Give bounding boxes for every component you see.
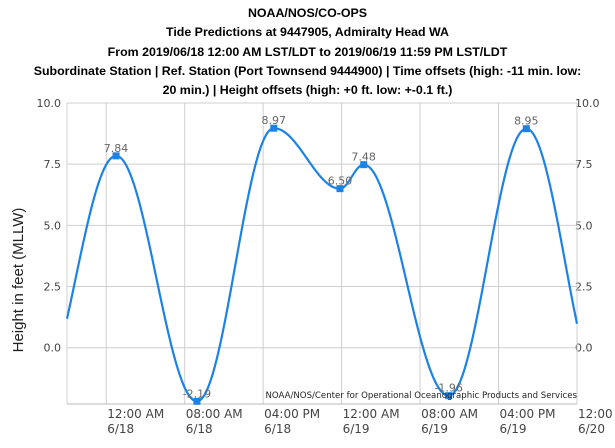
x-tick-label: 04:00 PM xyxy=(500,407,556,421)
y-tick-label-right: 5.0 xyxy=(575,219,593,232)
x-tick-label: 12:00 xyxy=(578,407,613,421)
x-tick-date: 6/19 xyxy=(500,422,527,436)
extreme-value-label: 7.84 xyxy=(104,142,129,155)
extreme-marker xyxy=(445,392,453,400)
x-tick-date: 6/18 xyxy=(264,422,291,436)
extreme-value-label: 6.50 xyxy=(328,175,353,188)
extreme-value-label: -2.19 xyxy=(183,387,211,400)
title-line-1: NOAA/NOS/CO-OPS xyxy=(247,6,368,20)
extreme-value-label: 7.48 xyxy=(351,151,376,164)
axes: 10.0 10.0 7.5 7.5 5.0 5.0 2.5 2.5 0.0 0.0 12:00 AM… xyxy=(37,97,613,436)
grid xyxy=(67,102,577,404)
y-tick-label-right: 0.0 xyxy=(575,342,593,355)
x-tick-label: 08:00 AM xyxy=(186,407,243,421)
x-tick-date: 6/19 xyxy=(343,422,370,436)
y-tick-label-left: 0.0 xyxy=(44,342,62,355)
extreme-marker xyxy=(193,397,201,405)
title-line-4: Subordinate Station | Ref. Station (Port… xyxy=(33,63,582,78)
x-tick-date: 6/20 xyxy=(578,422,605,436)
x-tick-label: 12:00 AM xyxy=(107,407,164,421)
extreme-value-label: -1.96 xyxy=(434,382,462,395)
x-tick-label: 08:00 AM xyxy=(421,407,478,421)
series-area xyxy=(65,124,579,405)
y-axis-label: Height in feet (MLLW) xyxy=(10,208,27,353)
extreme-marker xyxy=(336,185,344,193)
x-tick-date: 6/18 xyxy=(186,422,213,436)
extreme-value-label: 8.97 xyxy=(262,114,287,127)
chart-title: NOAA/NOS/CO-OPS Tide Predictions at 94479… xyxy=(0,4,615,100)
data-labels: 7.84 -2.19 8.97 6.50 7.48 -1.96 8.95 xyxy=(104,114,539,400)
title-line-2: Tide Predictions at 9447905, Admiralty H… xyxy=(165,25,450,40)
x-tick-label: 12:00 AM xyxy=(343,407,400,421)
x-tick-date: 6/18 xyxy=(107,422,134,436)
y-tick-label-right: 7.5 xyxy=(575,158,593,171)
y-tick-label-right: 2.5 xyxy=(575,281,593,294)
x-tick-label: 04:00 PM xyxy=(264,407,320,421)
tide-curve xyxy=(65,127,579,403)
extreme-marker xyxy=(522,125,530,133)
extreme-marker xyxy=(360,161,368,169)
extreme-value-label: 8.95 xyxy=(514,115,539,128)
title-line-5: 20 min.) | Height offsets (high: +0 ft. … xyxy=(162,83,453,98)
extreme-marker xyxy=(270,124,278,132)
y-tick-label-left: 7.5 xyxy=(44,158,62,171)
extreme-marker xyxy=(112,152,120,160)
y-tick-label-right: 10.0 xyxy=(575,97,600,110)
credit-text: NOAA/NOS/Center for Operational Oceanogr… xyxy=(265,391,577,401)
y-tick-label-left: 2.5 xyxy=(44,281,62,294)
y-tick-label-left: 5.0 xyxy=(44,219,62,232)
x-tick-date: 6/19 xyxy=(421,422,448,436)
y-tick-label-left: 10.0 xyxy=(37,97,62,110)
title-line-3: From 2019/06/18 12:00 AM LST/LDT to 2019… xyxy=(107,44,508,59)
